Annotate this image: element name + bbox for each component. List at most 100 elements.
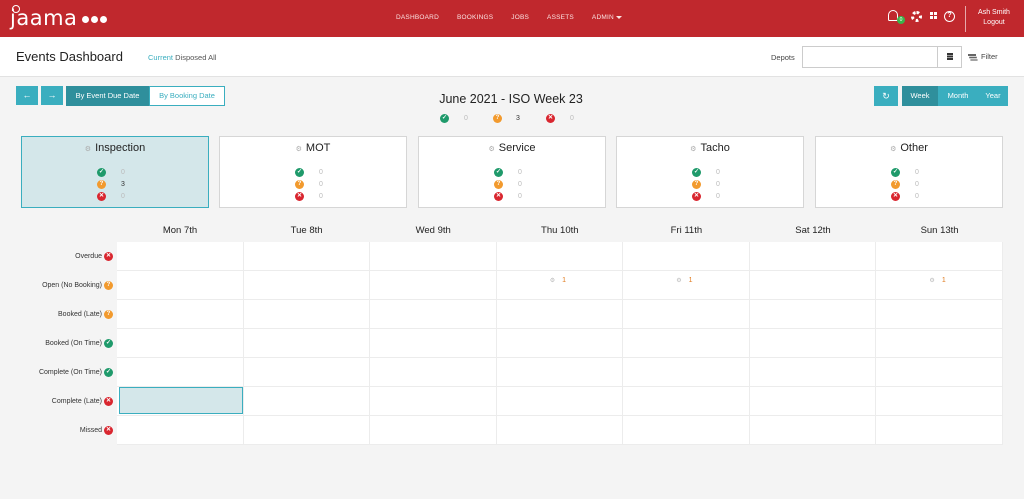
check-icon: ✓ bbox=[891, 167, 900, 177]
check-icon: ✓ bbox=[692, 167, 701, 177]
view-week-button[interactable]: Week bbox=[902, 86, 938, 106]
category-card-inspection[interactable]: ⚙ Inspection ✓ 0? 3 ✕ 0 bbox=[21, 136, 209, 208]
calendar-cell[interactable] bbox=[244, 271, 371, 300]
page-header: Events Dashboard Current Disposed All De… bbox=[0, 37, 1024, 77]
depots-select[interactable] bbox=[802, 46, 962, 68]
help-icon[interactable]: ? bbox=[944, 10, 955, 22]
logout-link[interactable]: Logout bbox=[983, 19, 1005, 26]
card-missed-count: 0 bbox=[716, 192, 720, 200]
calendar-cell[interactable] bbox=[244, 300, 371, 329]
calendar-cell[interactable] bbox=[497, 329, 624, 358]
calendar-cell[interactable] bbox=[750, 387, 877, 416]
logo-dots-icon bbox=[82, 16, 107, 23]
card-missed-count: 0 bbox=[319, 192, 323, 200]
question-icon: ? bbox=[493, 114, 502, 123]
calendar-cell[interactable] bbox=[750, 271, 877, 300]
calendar-cell[interactable] bbox=[244, 416, 371, 445]
category-card-mot[interactable]: ⚙ MOT ✓ 0? 0 ✕ 0 bbox=[219, 136, 407, 208]
calendar-cell[interactable] bbox=[497, 271, 624, 300]
nav-jobs[interactable]: JOBS bbox=[511, 14, 530, 21]
calendar-cell[interactable] bbox=[117, 387, 244, 416]
event-count[interactable]: ⚙ 1 bbox=[550, 277, 566, 284]
calendar-cell[interactable] bbox=[370, 300, 497, 329]
category-card-tacho[interactable]: ⚙ Tacho ✓ 0? 0 ✕ 0 bbox=[616, 136, 804, 208]
filter-all[interactable]: All bbox=[208, 53, 217, 62]
calendar-cell[interactable] bbox=[370, 242, 497, 271]
calendar-cell[interactable] bbox=[117, 358, 244, 387]
calendar-cell[interactable] bbox=[370, 329, 497, 358]
calendar-cell[interactable] bbox=[876, 242, 1003, 271]
calendar-cell[interactable] bbox=[117, 329, 244, 358]
prev-week-button[interactable]: ← bbox=[16, 86, 38, 105]
card-missed-count: 0 bbox=[915, 192, 919, 200]
calendar-cell[interactable] bbox=[497, 242, 624, 271]
selected-cell-highlight[interactable] bbox=[119, 387, 243, 414]
calendar-cell[interactable] bbox=[876, 271, 1003, 300]
category-card-service[interactable]: ⚙ Service ✓ 0? 0 ✕ 0 bbox=[418, 136, 606, 208]
view-month-button[interactable]: Month bbox=[938, 86, 978, 106]
by-booking-date-button[interactable]: By Booking Date bbox=[149, 86, 225, 106]
calendar-cell[interactable] bbox=[497, 358, 624, 387]
event-count[interactable]: ⚙ 1 bbox=[929, 277, 945, 284]
card-counts: ✓ 0? 0 ✕ 0 bbox=[494, 166, 544, 202]
calendar-cell[interactable] bbox=[497, 387, 624, 416]
user-name[interactable]: Ash Smith bbox=[978, 9, 1010, 16]
calendar-cell[interactable] bbox=[750, 416, 877, 445]
event-count[interactable]: ⚙ 1 bbox=[676, 277, 692, 284]
question-icon: ? bbox=[97, 179, 106, 189]
calendar-cell[interactable] bbox=[370, 416, 497, 445]
calendar-cell[interactable] bbox=[117, 242, 244, 271]
cross-icon: ✕ bbox=[692, 191, 701, 201]
calendar-cell[interactable] bbox=[876, 416, 1003, 445]
notifications-button[interactable]: 0 bbox=[888, 10, 905, 24]
calendar-cell[interactable] bbox=[623, 242, 750, 271]
row-label-text: Missed bbox=[79, 427, 102, 434]
refresh-button[interactable]: ↻ bbox=[874, 86, 898, 106]
card-open-count: 0 bbox=[915, 180, 919, 188]
calendar-cell[interactable] bbox=[244, 329, 371, 358]
calendar-cell[interactable] bbox=[623, 271, 750, 300]
calendar-cell[interactable] bbox=[876, 329, 1003, 358]
nav-bookings[interactable]: BOOKINGS bbox=[456, 14, 494, 21]
calendar-cell[interactable] bbox=[623, 300, 750, 329]
check-icon: ✓ bbox=[295, 167, 304, 177]
filter-disposed[interactable]: Disposed bbox=[175, 53, 207, 62]
calendar-cell[interactable] bbox=[244, 358, 371, 387]
nav-admin[interactable]: ADMIN bbox=[592, 14, 622, 21]
filter-icon[interactable] bbox=[968, 54, 976, 56]
calendar-cell[interactable] bbox=[370, 358, 497, 387]
calendar-cell[interactable] bbox=[876, 387, 1003, 416]
refresh-icon: ↻ bbox=[882, 91, 890, 101]
calendar-cell[interactable] bbox=[117, 416, 244, 445]
calendar-cell[interactable] bbox=[750, 329, 877, 358]
filter-button[interactable]: Filter bbox=[981, 52, 998, 61]
calendar-cell[interactable] bbox=[497, 416, 624, 445]
by-event-due-date-button[interactable]: By Event Due Date bbox=[66, 86, 149, 106]
calendar-cell[interactable] bbox=[623, 358, 750, 387]
logo[interactable]: jaama bbox=[10, 6, 78, 30]
calendar-cell[interactable] bbox=[370, 387, 497, 416]
nav-assets[interactable]: ASSETS bbox=[547, 14, 574, 21]
nav-dashboard[interactable]: DASHBOARD bbox=[396, 14, 439, 21]
calendar-cell[interactable] bbox=[623, 416, 750, 445]
calendar-cell[interactable] bbox=[244, 387, 371, 416]
calendar-cell[interactable] bbox=[497, 300, 624, 329]
calendar-cell[interactable] bbox=[370, 271, 497, 300]
calendar-cell[interactable] bbox=[750, 242, 877, 271]
filter-current[interactable]: Current bbox=[148, 53, 174, 62]
calendar-cell[interactable] bbox=[117, 300, 244, 329]
calendar-cell[interactable] bbox=[750, 358, 877, 387]
calendar-cell[interactable] bbox=[750, 300, 877, 329]
calendar-cell[interactable] bbox=[876, 300, 1003, 329]
next-week-button[interactable]: → bbox=[41, 86, 63, 105]
category-card-other[interactable]: ⚙ Other ✓ 0? 0 ✕ 0 bbox=[815, 136, 1003, 208]
calendar-cell[interactable] bbox=[623, 329, 750, 358]
apps-grid-icon[interactable] bbox=[930, 11, 939, 21]
calendar-cell[interactable] bbox=[623, 387, 750, 416]
calendar-cell[interactable] bbox=[117, 271, 244, 300]
calendar-cell[interactable] bbox=[876, 358, 1003, 387]
calendar-cell[interactable] bbox=[244, 242, 371, 271]
depots-list-button[interactable] bbox=[937, 47, 961, 67]
view-year-button[interactable]: Year bbox=[978, 86, 1008, 106]
gear-icon[interactable] bbox=[911, 10, 922, 22]
